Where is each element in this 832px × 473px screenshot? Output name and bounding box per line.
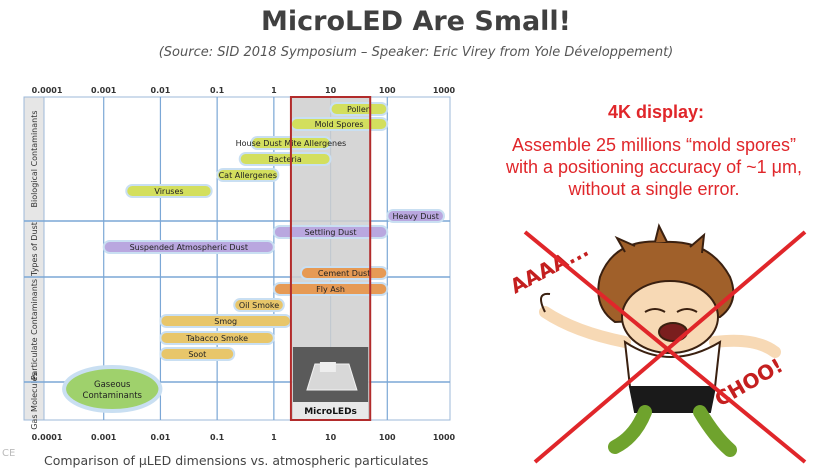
x-tick-label-top: 0.001: [91, 86, 117, 95]
x-tick-label-top: 0.1: [210, 86, 225, 95]
range-label: Smog: [214, 317, 237, 326]
range-label: Fly Ash: [316, 285, 345, 294]
range-bar: [62, 365, 163, 413]
watermark-logo: CE: [2, 448, 16, 459]
range-bar: [386, 209, 445, 223]
x-tick-label-top: 100: [379, 86, 396, 95]
chart-svg: Biological Contaminants Types of Dust Part…: [23, 86, 456, 442]
particle-size-chart: Biological Contaminants Types of Dust Part…: [0, 80, 470, 473]
range-bar: [238, 152, 332, 166]
range-bar: [272, 282, 389, 296]
panel-line-3: without a single error.: [568, 179, 740, 199]
sneeze-text: CHOO!: [711, 353, 788, 411]
x-tick-label-top: 10: [325, 86, 337, 95]
microled-label: MicroLEDs: [304, 407, 357, 417]
x-tick-label-bottom: 0.01: [151, 433, 171, 442]
shout-text: AAAA...: [506, 237, 592, 298]
range-label: Heavy Dust: [392, 212, 438, 221]
range-label: Cat Allergenes: [219, 171, 277, 180]
group-label: Particulate Contaminants: [30, 279, 39, 380]
range-bar: [216, 168, 280, 182]
x-tick-label-top: 0.01: [151, 86, 171, 95]
range-bar: [102, 240, 275, 254]
range-label: Soot: [188, 350, 206, 359]
x-tick-label-bottom: 0.0001: [32, 433, 63, 442]
plot-area: [23, 96, 451, 421]
range-label: Suspended Atmospheric Dust: [130, 243, 248, 252]
x-tick-label-top: 0.0001: [32, 86, 63, 95]
panel-line-1: Assemble 25 millions “mold spores”: [511, 135, 797, 155]
slide-title: MicroLED Are Small!: [261, 6, 571, 37]
sneezing-cartoon: AAAA... CHOO!: [505, 222, 825, 467]
panel-body: Assemble 25 millions “mold spores” with …: [476, 134, 832, 200]
group-label: Gas Molecules: [30, 372, 39, 430]
x-tick-label-bottom: 100: [379, 433, 396, 442]
x-tick-label-bottom: 1000: [433, 433, 456, 442]
range-bar: [272, 225, 389, 239]
range-bar: [233, 298, 285, 312]
x-tick-label-top: 1: [271, 86, 277, 95]
panel-headline: 4K display:: [607, 102, 705, 122]
microled-chip-top: [319, 362, 336, 372]
sneezing-boy-icon: AAAA... CHOO!: [506, 223, 807, 464]
range-label: Cement Dust: [318, 269, 371, 278]
microled-chip-icon: [306, 363, 358, 391]
range-label: Bacteria: [269, 155, 302, 164]
range-label: Gaseous: [94, 380, 131, 390]
source-citation: (Source: SID 2018 Symposium – Speaker: E…: [158, 45, 674, 60]
x-tick-label-top: 1000: [433, 86, 456, 95]
range-bar: [329, 102, 389, 116]
range-bar: [159, 331, 275, 345]
microled-label-bg: [292, 402, 369, 419]
x-tick-label-bottom: 0.001: [91, 433, 117, 442]
range-label: Viruses: [154, 187, 183, 196]
cross-line: [523, 230, 807, 464]
x-tick-label-bottom: 0.1: [210, 433, 225, 442]
range-bar: [299, 266, 389, 280]
range-label: Settling Dust: [305, 228, 357, 237]
range-label: Mold Spores: [315, 120, 364, 129]
x-tick-label-bottom: 1: [271, 433, 277, 442]
range-label: Contaminants: [83, 391, 143, 401]
range-bar: [125, 184, 213, 198]
microled-outline: [289, 96, 372, 421]
range-bar: [159, 347, 236, 361]
group-label: Biological Contaminants: [30, 110, 39, 207]
x-tick-label-bottom: 10: [325, 433, 337, 442]
cross-line: [533, 230, 807, 464]
panel-line-2: with a positioning accuracy of ~1 μm,: [505, 157, 802, 177]
range-label: Pollen: [347, 105, 371, 114]
range-label: Tabacco Smoke: [185, 334, 248, 343]
chart-caption: Comparison of μLED dimensions vs. atmosp…: [44, 453, 429, 468]
group-label: Types of Dust: [30, 222, 39, 277]
range-label: Oil Smoke: [239, 301, 279, 310]
